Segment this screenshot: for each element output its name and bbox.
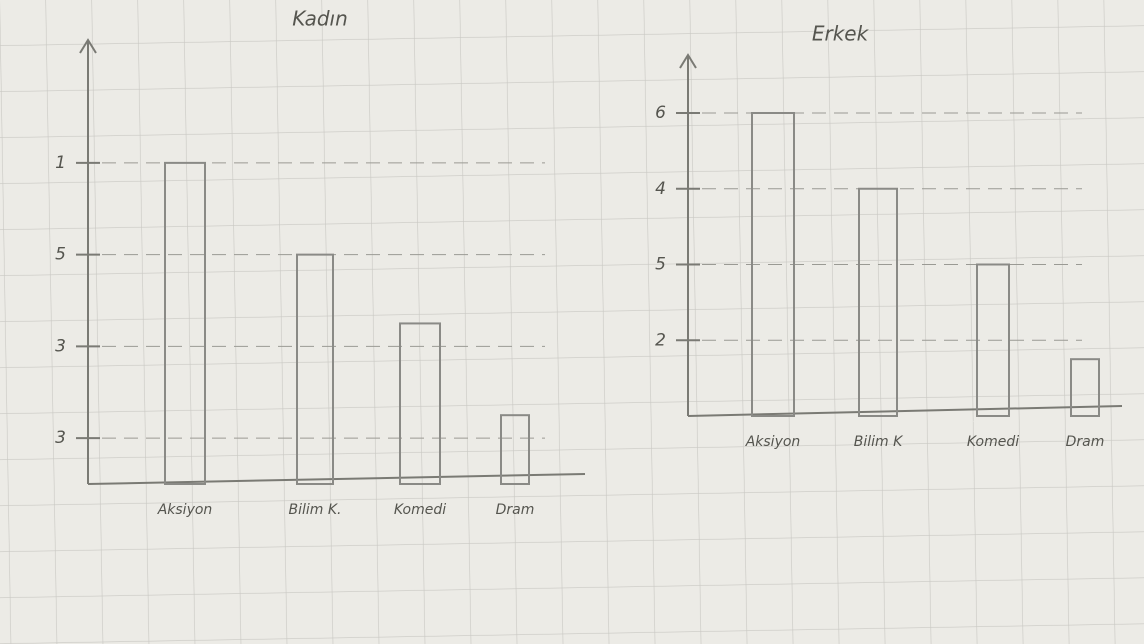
bar [751,112,795,417]
x-tick-label: Komedi [967,434,1019,450]
bar [164,161,206,485]
x-axis [687,405,1123,417]
y-tick-label: 5 [655,255,666,275]
x-tick-label: Bilim K [854,434,904,450]
y-tick-label: 6 [655,103,666,123]
bar [399,322,441,485]
y-tick-label: 3 [55,336,66,356]
chart-title: Erkek [812,22,870,46]
bar [976,263,1010,417]
bar [1070,358,1100,417]
charts: Kadın 3 3 5 1 Aksiyon Bilim K. Komedi Dram Erkek 2… [55,7,1123,518]
x-tick-label: Aksiyon [745,434,801,450]
x-tick-label: Dram [496,502,535,518]
x-tick-label: Aksiyon [157,502,213,518]
x-tick-label: Dram [1066,434,1105,450]
x-tick-label: Bilim K. [289,502,342,518]
x-axis [87,473,586,485]
bar [858,187,898,417]
y-tick-label: 4 [655,179,666,199]
y-arrow [679,53,697,69]
x-tick-label: Komedi [394,502,446,518]
y-tick-label: 3 [55,428,66,448]
chart-title: Kadın [292,7,348,31]
y-tick-label: 2 [655,330,666,350]
bar [500,414,530,485]
y-tick-label: 1 [55,153,66,173]
y-tick-label: 5 [55,245,66,265]
bar [296,253,334,485]
y-arrow [79,38,97,54]
